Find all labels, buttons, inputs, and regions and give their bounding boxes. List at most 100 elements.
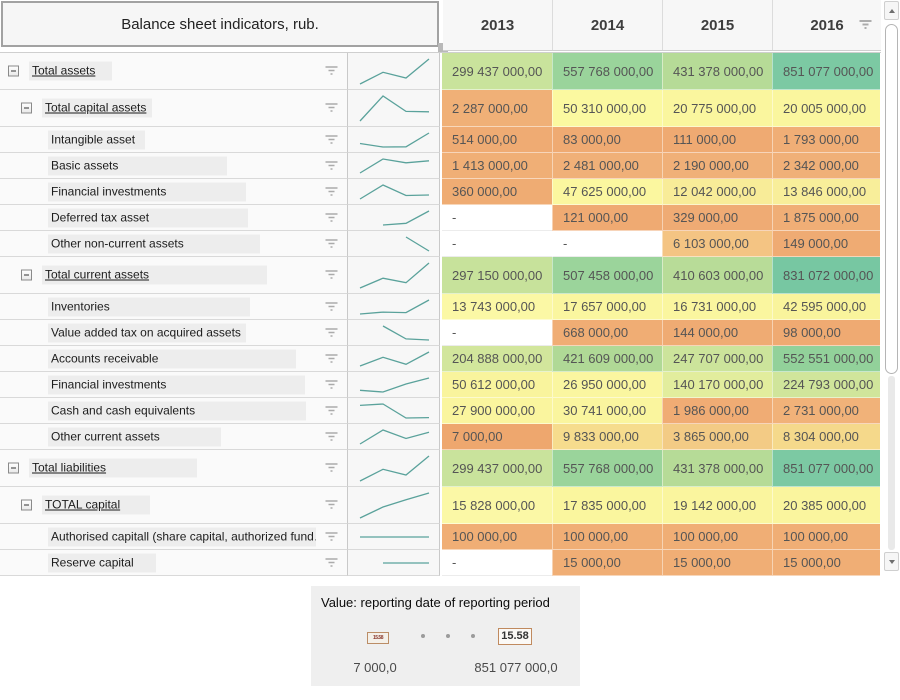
sparkline-chart — [360, 536, 429, 538]
sparkline-chart — [359, 351, 430, 367]
filter-icon[interactable] — [324, 405, 339, 416]
sparkline-chart — [405, 236, 430, 252]
filter-icon[interactable] — [324, 134, 339, 145]
value-cell: 111 000,00 — [662, 127, 772, 153]
sparkline-chart — [382, 210, 430, 226]
row-header: Basic assets — [0, 153, 348, 179]
row-header: Financial investments — [0, 179, 348, 205]
value-cell: 329 000,00 — [662, 205, 772, 231]
collapse-toggle-icon[interactable] — [8, 65, 19, 77]
sparkline-cell — [348, 524, 440, 550]
year-label: 2016 — [810, 16, 844, 34]
column-header-2015: 2015 — [663, 0, 872, 50]
grid-rows: Total assets 299 437 000,00 557 768 000,00… — [0, 52, 881, 576]
value-cell: 100 000,00 — [662, 524, 772, 550]
value-cell: 47 625 000,00 — [552, 179, 662, 205]
value-cell: 15 000,00 — [772, 550, 880, 576]
filter-icon[interactable] — [324, 238, 339, 249]
collapse-toggle-icon[interactable] — [21, 499, 32, 511]
collapse-toggle-icon[interactable] — [21, 269, 32, 281]
legend-min-handle[interactable]: 15.58 — [367, 632, 389, 644]
filter-icon[interactable] — [324, 160, 339, 171]
table-row: Cash and cash equivalents 27 900 000,00 30… — [0, 398, 881, 424]
filter-icon[interactable] — [324, 301, 339, 312]
table-row: Total current assets 297 150 000,00 507 45… — [0, 257, 881, 294]
row-header: Deferred tax asset — [0, 205, 348, 231]
filter-icon[interactable] — [324, 431, 339, 442]
sparkline-cell — [348, 450, 440, 487]
legend-panel: Value: reporting date of reporting perio… — [311, 586, 580, 686]
sparkline-cell — [348, 179, 440, 205]
value-cell: 8 304 000,00 — [772, 424, 880, 450]
value-cell: 1 793 000,00 — [772, 127, 880, 153]
row-label[interactable]: TOTAL capital — [42, 495, 150, 515]
value-cell: 2 481 000,00 — [552, 153, 662, 179]
sparkline-cell — [348, 487, 440, 524]
filter-icon[interactable] — [324, 379, 339, 390]
sparkline-chart — [383, 562, 429, 564]
value-cell: 2 287 000,00 — [442, 90, 552, 127]
row-label: Financial investments — [48, 182, 246, 201]
filter-icon[interactable] — [324, 353, 339, 364]
value-cell: 17 657 000,00 — [552, 294, 662, 320]
filter-icon[interactable] — [324, 212, 339, 223]
sparkline-cell — [348, 153, 440, 179]
filter-icon[interactable] — [324, 463, 339, 474]
row-label[interactable]: Total current assets — [42, 265, 267, 285]
value-cell: - — [442, 231, 552, 257]
sparkline-cell — [348, 320, 440, 346]
row-header: Financial investments — [0, 372, 348, 398]
filter-icon[interactable] — [324, 500, 339, 511]
collapse-toggle-icon[interactable] — [8, 462, 19, 474]
value-cell: 1 986 000,00 — [662, 398, 772, 424]
filter-icon[interactable] — [324, 557, 339, 568]
legend-min-label: 7 000,0 — [353, 660, 397, 675]
triangle-up-icon — [888, 8, 895, 13]
sparkline-chart — [359, 184, 430, 200]
value-cell: 26 950 000,00 — [552, 372, 662, 398]
row-label: Intangible asset — [48, 130, 145, 149]
collapse-toggle-icon[interactable] — [21, 102, 32, 114]
value-cell: - — [552, 231, 662, 257]
sparkline-chart — [359, 455, 430, 482]
vertical-scrollbar[interactable] — [884, 1, 899, 573]
table-row: Reserve capital -15 000,00 15 000,00 15 000… — [0, 550, 881, 576]
sparkline-chart — [359, 262, 430, 289]
table-row: Other current assets 7 000,00 9 833 000,00… — [0, 424, 881, 450]
legend-max-handle[interactable]: 15.58 — [498, 628, 532, 645]
table-row: Financial investments 50 612 000,00 26 950… — [0, 372, 881, 398]
value-cell: 2 731 000,00 — [772, 398, 880, 424]
scrollbar-track[interactable] — [888, 376, 895, 550]
sparkline-chart — [359, 132, 430, 148]
column-header-2016: 2016 — [773, 0, 881, 50]
value-cell: 17 835 000,00 — [552, 487, 662, 524]
scrollbar-thumb[interactable] — [885, 24, 898, 374]
value-cell: 20 005 000,00 — [772, 90, 880, 127]
row-header: Total capital assets — [0, 90, 348, 127]
scroll-up-button[interactable] — [884, 1, 899, 20]
value-cell: 100 000,00 — [442, 524, 552, 550]
filter-icon[interactable] — [324, 531, 339, 542]
table-title: Balance sheet indicators, rub. — [1, 1, 439, 47]
scroll-down-button[interactable] — [884, 552, 899, 571]
sparkline-chart — [359, 403, 430, 419]
filter-icon[interactable] — [858, 20, 873, 31]
sparkline-chart — [359, 377, 430, 393]
filter-icon[interactable] — [324, 103, 339, 114]
filter-icon[interactable] — [324, 66, 339, 77]
row-label[interactable]: Total assets — [29, 61, 112, 81]
row-label[interactable]: Total liabilities — [29, 458, 197, 478]
sparkline-cell — [348, 398, 440, 424]
row-label[interactable]: Total capital assets — [42, 98, 152, 118]
sparkline-cell — [348, 231, 440, 257]
table-row: Total liabilities 299 437 000,00 557 768 0… — [0, 450, 881, 487]
table-row: Intangible asset 514 000,00 83 000,00 111 0… — [0, 127, 881, 153]
filter-icon[interactable] — [324, 327, 339, 338]
filter-icon[interactable] — [324, 270, 339, 281]
sparkline-cell — [348, 127, 440, 153]
filter-icon[interactable] — [324, 186, 339, 197]
value-cell: 431 378 000,00 — [662, 450, 772, 487]
row-label: Accounts receivable — [48, 349, 296, 368]
row-label: Deferred tax asset — [48, 208, 248, 227]
